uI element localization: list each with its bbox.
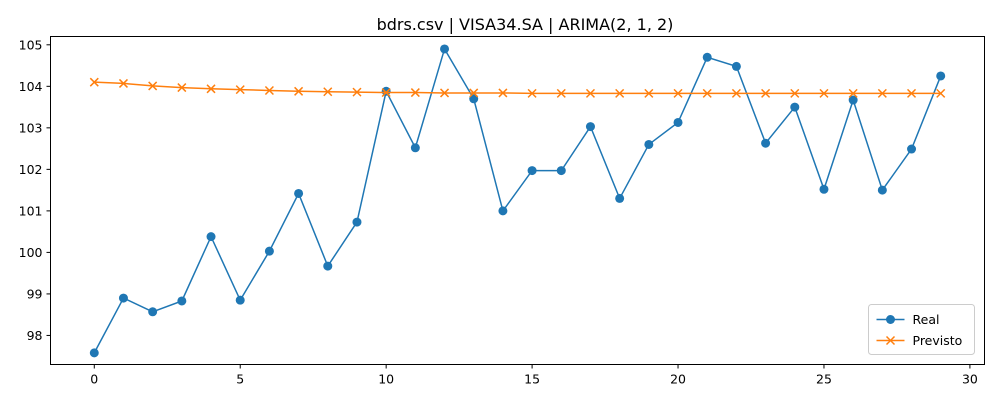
data-point-previsto	[177, 83, 187, 93]
data-point-real	[615, 193, 625, 203]
y-tick-label: 99	[27, 286, 43, 301]
series-line-real	[93, 47, 942, 354]
legend-marker-previsto	[885, 335, 896, 346]
y-tick-label: 104	[19, 79, 43, 94]
data-point-previsto	[118, 78, 128, 88]
x-tick-label: 0	[90, 372, 98, 387]
data-point-real	[469, 94, 479, 104]
legend: Real Previsto	[868, 304, 975, 355]
x-tick-label: 20	[670, 372, 686, 387]
data-point-real	[644, 139, 654, 149]
data-point-previsto	[790, 88, 800, 98]
data-point-previsto	[469, 88, 479, 98]
data-point-previsto	[89, 77, 99, 87]
x-axis: 0 5 10 15 20 25 30	[90, 364, 978, 387]
data-point-previsto	[440, 88, 450, 98]
y-tick-label: 98	[27, 328, 43, 343]
data-point-real	[206, 232, 216, 242]
y-axis: 98 99 100 101 102 103 104 105	[19, 37, 51, 343]
y-tick-label: 101	[19, 203, 43, 218]
data-point-previsto	[264, 85, 274, 96]
data-point-real	[440, 44, 450, 54]
x-tick-label: 15	[524, 372, 540, 387]
data-point-previsto	[673, 88, 683, 98]
data-point-real	[877, 185, 887, 195]
data-point-real	[381, 86, 391, 96]
data-point-previsto	[761, 88, 771, 98]
y-tick-label: 103	[19, 120, 43, 135]
data-point-previsto	[498, 88, 508, 98]
legend-label-real: Real	[913, 312, 940, 327]
data-point-real	[702, 52, 712, 62]
legend-box	[868, 304, 975, 355]
data-point-real	[410, 143, 420, 153]
data-point-previsto	[731, 88, 741, 98]
data-point-real	[936, 71, 946, 81]
data-point-real	[585, 122, 595, 132]
data-point-previsto	[294, 86, 304, 96]
data-point-real	[89, 348, 99, 358]
data-point-previsto	[702, 88, 712, 98]
data-point-real	[790, 102, 800, 112]
legend-marker-real	[886, 315, 895, 324]
x-tick-label: 30	[962, 372, 978, 387]
data-point-real	[819, 184, 829, 194]
data-point-previsto	[323, 87, 333, 97]
data-point-previsto	[936, 88, 946, 98]
data-point-real	[848, 95, 858, 105]
data-point-previsto	[615, 88, 625, 98]
data-point-real	[498, 206, 508, 216]
y-tick-label: 100	[19, 245, 43, 260]
data-point-previsto	[148, 81, 158, 91]
series-line-previsto	[94, 81, 941, 95]
data-point-previsto	[585, 88, 595, 98]
data-point-real	[761, 138, 771, 148]
data-point-real	[118, 293, 128, 303]
data-point-previsto	[819, 88, 829, 98]
axes-frame	[50, 36, 985, 365]
data-point-real	[323, 261, 333, 271]
data-point-previsto	[235, 85, 245, 95]
chart-title: bdrs.csv | VISA34.SA | ARIMA(2, 1, 2)	[377, 15, 674, 34]
data-point-previsto	[848, 88, 858, 98]
data-point-real	[907, 144, 917, 154]
legend-label-previsto: Previsto	[913, 333, 963, 348]
data-point-previsto	[352, 87, 362, 97]
x-tick-label: 10	[378, 372, 394, 387]
data-point-real	[264, 246, 274, 256]
data-point-previsto	[381, 88, 391, 98]
data-point-real	[148, 307, 158, 317]
y-tick-label: 105	[19, 37, 43, 52]
data-point-real	[731, 61, 741, 71]
data-point-previsto	[556, 88, 566, 98]
data-point-real	[177, 296, 187, 306]
x-tick-label: 25	[816, 372, 832, 387]
data-point-previsto	[644, 88, 654, 98]
x-tick-label: 5	[236, 372, 244, 387]
data-point-real	[294, 188, 304, 198]
data-point-real	[352, 217, 362, 227]
data-point-previsto	[410, 88, 420, 98]
data-point-previsto	[907, 88, 917, 98]
data-point-real	[235, 295, 245, 305]
data-point-real	[527, 166, 537, 176]
data-point-real	[673, 117, 683, 127]
data-point-real	[556, 166, 566, 176]
data-point-previsto	[877, 88, 887, 98]
y-tick-label: 102	[19, 162, 43, 177]
data-point-previsto	[527, 88, 537, 98]
data-point-previsto	[206, 84, 216, 94]
plot-area	[89, 44, 946, 358]
